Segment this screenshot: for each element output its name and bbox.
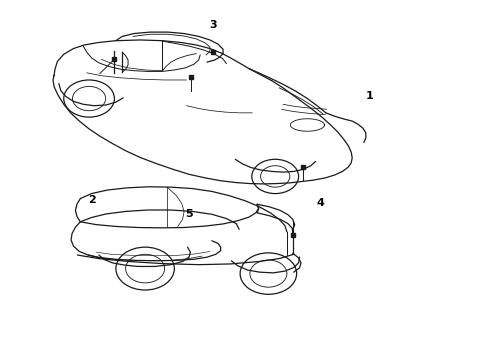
Text: 5: 5 xyxy=(185,209,193,219)
Text: 2: 2 xyxy=(88,195,96,204)
Text: 4: 4 xyxy=(317,198,324,208)
Text: 1: 1 xyxy=(366,91,373,101)
Text: 3: 3 xyxy=(210,19,217,30)
